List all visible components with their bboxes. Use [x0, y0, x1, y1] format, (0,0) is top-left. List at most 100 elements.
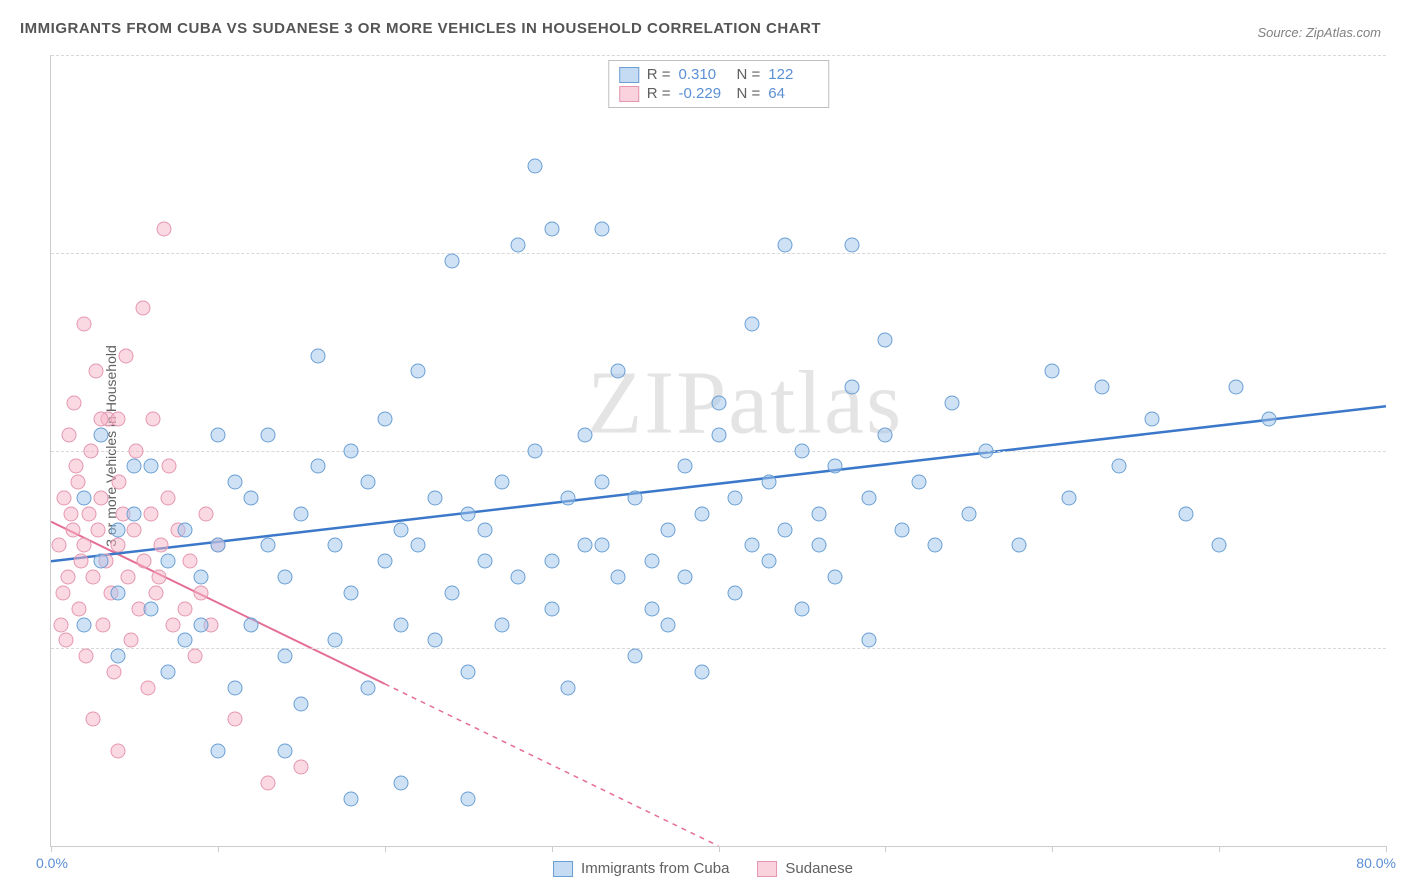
scatter-point: [149, 585, 164, 600]
scatter-point: [227, 712, 242, 727]
scatter-point: [728, 585, 743, 600]
x-tick: [885, 846, 886, 852]
y-tick-label: 12.5%: [1391, 640, 1406, 656]
scatter-point: [1095, 380, 1110, 395]
scatter-point: [182, 554, 197, 569]
scatter-point: [110, 585, 125, 600]
r-label: R =: [647, 85, 671, 102]
scatter-point: [845, 237, 860, 252]
scatter-point: [544, 601, 559, 616]
scatter-point: [961, 506, 976, 521]
scatter-point: [1145, 411, 1160, 426]
scatter-point: [62, 427, 77, 442]
scatter-point: [561, 680, 576, 695]
scatter-point: [594, 538, 609, 553]
scatter-point: [911, 475, 926, 490]
n-label: N =: [737, 85, 761, 102]
scatter-point: [64, 506, 79, 521]
scatter-point: [177, 601, 192, 616]
scatter-point: [77, 490, 92, 505]
scatter-point: [694, 506, 709, 521]
scatter-point: [311, 459, 326, 474]
scatter-point: [55, 585, 70, 600]
scatter-point: [461, 506, 476, 521]
scatter-point: [260, 538, 275, 553]
scatter-point: [294, 506, 309, 521]
scatter-point: [344, 791, 359, 806]
n-value-a: 122: [768, 66, 818, 83]
scatter-point: [120, 570, 135, 585]
scatter-point: [227, 475, 242, 490]
legend-item-a: Immigrants from Cuba: [553, 860, 729, 877]
scatter-point: [678, 459, 693, 474]
gridline: [51, 55, 1386, 56]
legend-item-b: Sudanese: [757, 860, 853, 877]
swatch-series-b-icon: [619, 86, 639, 102]
scatter-point: [210, 744, 225, 759]
scatter-point: [65, 522, 80, 537]
scatter-point: [628, 649, 643, 664]
chart-plot-area: ZIPatlas R = 0.310 N = 122 R = -0.229 N …: [50, 55, 1386, 847]
scatter-point: [72, 601, 87, 616]
scatter-point: [778, 522, 793, 537]
scatter-point: [60, 570, 75, 585]
n-value-b: 64: [768, 85, 818, 102]
scatter-point: [377, 554, 392, 569]
scatter-point: [444, 585, 459, 600]
scatter-point: [77, 617, 92, 632]
scatter-point: [661, 522, 676, 537]
x-tick: [218, 846, 219, 852]
scatter-point: [294, 759, 309, 774]
scatter-point: [112, 475, 127, 490]
scatter-point: [107, 664, 122, 679]
scatter-point: [628, 490, 643, 505]
legend-label-b: Sudanese: [785, 860, 853, 877]
x-tick: [1052, 846, 1053, 852]
scatter-point: [187, 649, 202, 664]
scatter-point: [85, 570, 100, 585]
scatter-point: [1178, 506, 1193, 521]
bottom-legend: Immigrants from Cuba Sudanese: [553, 860, 853, 877]
scatter-point: [411, 538, 426, 553]
stats-row-series-b: R = -0.229 N = 64: [619, 84, 819, 103]
scatter-point: [137, 554, 152, 569]
scatter-point: [82, 506, 97, 521]
scatter-point: [79, 649, 94, 664]
scatter-point: [644, 554, 659, 569]
scatter-point: [845, 380, 860, 395]
stats-row-series-a: R = 0.310 N = 122: [619, 65, 819, 84]
scatter-point: [154, 538, 169, 553]
scatter-point: [77, 316, 92, 331]
scatter-point: [794, 443, 809, 458]
scatter-point: [277, 649, 292, 664]
scatter-point: [85, 712, 100, 727]
scatter-point: [811, 506, 826, 521]
scatter-point: [544, 222, 559, 237]
scatter-point: [945, 396, 960, 411]
scatter-point: [1061, 490, 1076, 505]
scatter-point: [74, 554, 89, 569]
scatter-point: [277, 744, 292, 759]
scatter-point: [744, 538, 759, 553]
scatter-point: [210, 538, 225, 553]
scatter-point: [1045, 364, 1060, 379]
scatter-point: [260, 427, 275, 442]
scatter-point: [361, 475, 376, 490]
swatch-series-a-icon: [553, 861, 573, 877]
scatter-point: [377, 411, 392, 426]
gridline: [51, 648, 1386, 649]
scatter-point: [95, 617, 110, 632]
scatter-point: [127, 459, 142, 474]
scatter-point: [344, 443, 359, 458]
scatter-point: [119, 348, 134, 363]
scatter-point: [127, 506, 142, 521]
scatter-point: [511, 237, 526, 252]
scatter-point: [861, 633, 876, 648]
scatter-point: [327, 538, 342, 553]
scatter-point: [89, 364, 104, 379]
scatter-point: [761, 475, 776, 490]
scatter-point: [227, 680, 242, 695]
scatter-point: [127, 522, 142, 537]
scatter-point: [70, 475, 85, 490]
scatter-point: [878, 332, 893, 347]
